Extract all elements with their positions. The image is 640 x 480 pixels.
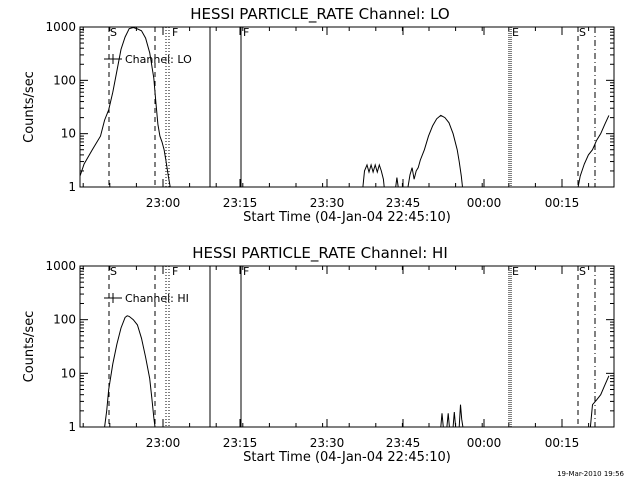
legend-label: Channel: HI <box>125 292 189 305</box>
x-tick-label: 23:15 <box>223 436 258 450</box>
series-line-lo <box>407 114 463 188</box>
x-tick-label: 00:00 <box>467 436 502 450</box>
flag-label: S <box>579 26 586 39</box>
flag-label: F <box>172 265 178 278</box>
y-tick-label: 100 <box>53 313 76 327</box>
flag-label: S <box>579 265 586 278</box>
plot-frame <box>79 265 615 428</box>
series-line-hi <box>104 315 156 428</box>
series-line-lo <box>395 177 399 188</box>
flag-label: F <box>243 26 249 39</box>
series-line-hi <box>446 413 450 428</box>
series-line-lo <box>362 163 385 188</box>
x-tick-label: 23:00 <box>146 436 181 450</box>
x-axis-label: Start Time (04-Jan-04 22:45:10) <box>243 210 451 225</box>
y-axis-label: Counts/sec <box>22 311 37 383</box>
timestamp-stamp: 19-Mar-2010 19:56 <box>557 470 624 478</box>
series-line-hi <box>589 375 610 428</box>
x-tick-label: 23:30 <box>310 436 345 450</box>
x-tick-label: 23:00 <box>146 196 181 210</box>
y-axis-label: Counts/sec <box>22 71 37 143</box>
x-tick-label: 23:15 <box>223 196 258 210</box>
flag-label: S <box>110 265 117 278</box>
series-line-lo <box>577 115 610 188</box>
title-bottom: HESSI PARTICLE_RATE Channel: HI <box>192 244 448 263</box>
flag-label: E <box>512 26 519 39</box>
x-tick-label: 23:45 <box>386 196 421 210</box>
x-tick-label: 00:15 <box>545 196 580 210</box>
x-tick-label: 00:15 <box>545 436 580 450</box>
y-tick-label: 1000 <box>45 259 76 273</box>
series-line-hi <box>440 413 444 428</box>
x-tick-label: 23:30 <box>310 196 345 210</box>
y-tick-label: 10 <box>61 127 76 141</box>
x-axis-label: Start Time (04-Jan-04 22:45:10) <box>243 450 451 465</box>
series-line-lo <box>79 26 171 188</box>
plot-frame <box>79 26 615 188</box>
flag-label: F <box>172 26 178 39</box>
flag-label: S <box>110 26 117 39</box>
y-tick-label: 1 <box>68 180 76 194</box>
series-line-hi <box>452 411 457 428</box>
y-tick-label: 1000 <box>45 20 76 34</box>
y-tick-label: 1 <box>68 420 76 434</box>
flag-label: E <box>512 265 519 278</box>
y-tick-label: 10 <box>61 366 76 380</box>
title-top: HESSI PARTICLE_RATE Channel: LO <box>190 5 449 24</box>
x-tick-label: 00:00 <box>467 196 502 210</box>
series-line-hi <box>458 404 464 428</box>
y-tick-label: 100 <box>53 73 76 87</box>
flag-label: F <box>243 265 249 278</box>
x-tick-label: 23:45 <box>386 436 421 450</box>
legend-label: Channel: LO <box>125 53 192 66</box>
